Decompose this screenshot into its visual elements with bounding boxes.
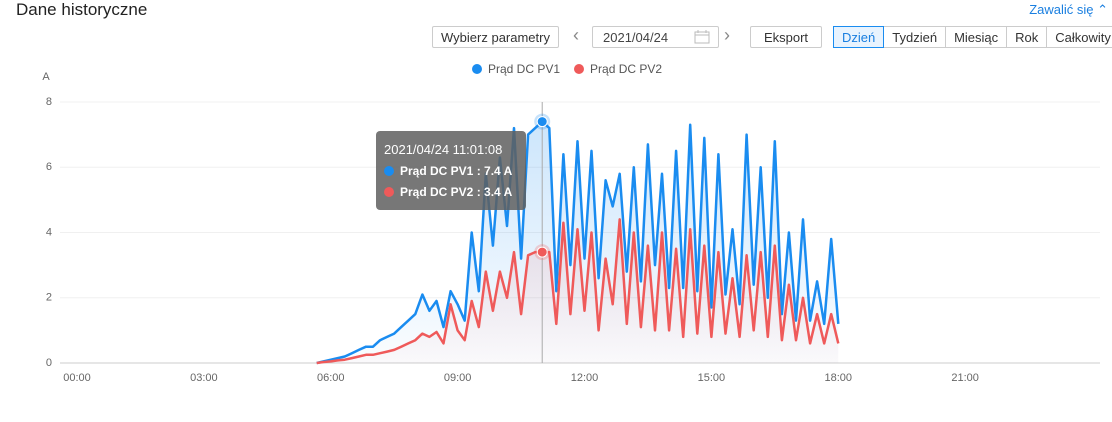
y-tick-label: 2: [46, 292, 52, 304]
hover-point: [536, 246, 548, 258]
x-tick-label: 21:00: [951, 372, 979, 384]
tooltip-dot: [384, 165, 394, 176]
tooltip-item: Prąd DC PV1 : 7.4 A: [384, 160, 518, 181]
legend-item[interactable]: Prąd DC PV1: [472, 62, 560, 76]
x-tick-label: 06:00: [317, 372, 345, 384]
collapse-text[interactable]: Zawalić się: [1029, 2, 1094, 17]
params-button[interactable]: Wybierz parametry: [432, 26, 559, 48]
tooltip-dot: [384, 186, 394, 197]
tooltip-item: Prąd DC PV2 : 3.4 A: [384, 181, 518, 202]
y-tick-label: 0: [46, 357, 52, 369]
line: [316, 218, 840, 365]
x-tick-label: 18:00: [824, 372, 852, 384]
hover-point: [536, 116, 548, 128]
legend-label: Prąd DC PV1: [488, 62, 561, 76]
legend-swatch: [472, 64, 482, 74]
period-tab[interactable]: Dzień: [833, 26, 885, 48]
period-tab[interactable]: Miesiąc: [945, 26, 1008, 48]
export-button[interactable]: Eksport: [750, 26, 822, 48]
tooltip-text: Prąd DC PV1 : 7.4 A: [400, 163, 513, 178]
period-tab[interactable]: Tydzień: [883, 26, 947, 48]
tooltip-title: 2021/04/24 11:01:08: [384, 142, 503, 157]
legend-swatch: [574, 64, 585, 74]
page-title: Dane historyczne: [16, 0, 148, 19]
tooltip-text: Prąd DC PV2 : 3.4 A: [400, 184, 513, 199]
next-day[interactable]: ›: [724, 25, 730, 45]
y-tick-label: 4: [46, 226, 52, 238]
y-axis-label: A: [42, 71, 50, 83]
legend-label: Prąd DC PV2: [590, 62, 663, 76]
y-tick-label: 8: [46, 96, 52, 108]
legend: Prąd DC PV1 Prąd DC PV2: [472, 62, 662, 76]
legend-item[interactable]: Prąd DC PV2: [574, 62, 662, 76]
line: [316, 120, 840, 365]
prev-day[interactable]: ‹: [573, 25, 579, 45]
date-text: 2021/04/24: [603, 29, 669, 45]
y-tick-label: 6: [46, 161, 52, 173]
tooltip: 2021/04/24 11:01:08 Prąd DC PV1 : 7.4 A …: [376, 131, 526, 210]
x-tick-label: 09:00: [444, 372, 472, 384]
x-tick-label: 15:00: [698, 372, 726, 384]
collapse-link[interactable]: Zawalić się ⌃: [1029, 2, 1108, 17]
x-tick-label: 12:00: [571, 372, 599, 384]
period-tabs: Dzień Tydzień Miesiąc Rok Całkowity: [833, 26, 1112, 48]
period-tab[interactable]: Rok: [1006, 26, 1048, 48]
period-tab[interactable]: Całkowity: [1046, 26, 1112, 48]
date-input[interactable]: 2021/04/24: [592, 26, 719, 48]
x-tick-label: 00:00: [63, 372, 91, 384]
x-tick-label: 03:00: [190, 372, 218, 384]
calendar-icon: [694, 30, 710, 44]
